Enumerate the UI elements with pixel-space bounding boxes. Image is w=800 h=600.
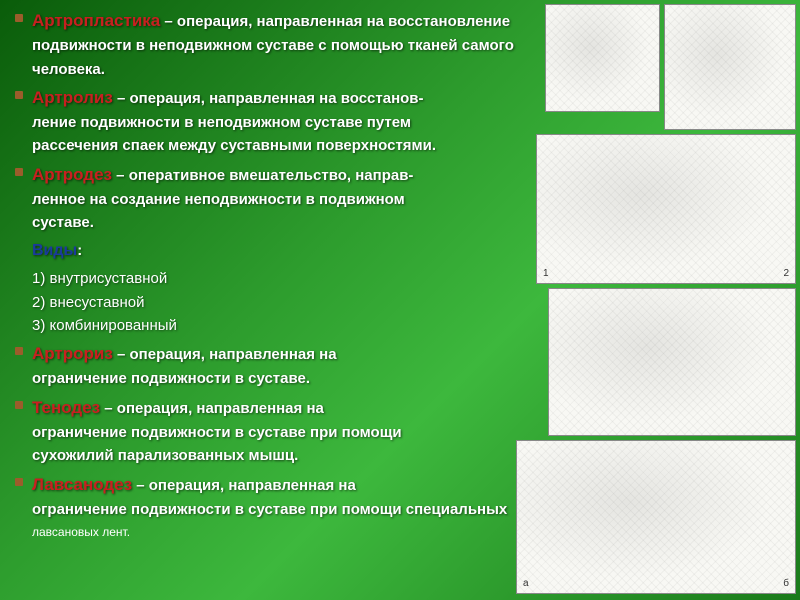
- panel3-label-left: 1: [543, 268, 549, 279]
- term-description: – операция, направленная на: [132, 477, 356, 494]
- bullet-icon: [15, 478, 23, 486]
- panel3-label-right: 2: [783, 268, 789, 279]
- term-description: – оперативное вмешательство, направ-: [112, 167, 413, 184]
- bullet-icon: [15, 14, 23, 22]
- panel5-label-a: а: [523, 578, 529, 589]
- illustration-foot-lateral: [548, 288, 796, 436]
- description-line: рассечения спаек между суставными поверх…: [32, 134, 550, 157]
- term: Артропластика: [32, 11, 160, 30]
- bullet-icon: [15, 401, 23, 409]
- description-line: ограничение подвижности в суставе при по…: [32, 498, 550, 521]
- term: Артрориз: [32, 344, 113, 363]
- term: Лавсанодез: [32, 475, 132, 494]
- illustration-surgical-2: [664, 4, 796, 130]
- description-line: ограничение подвижности в суставе.: [32, 367, 550, 390]
- tail-line: лавсановых лент.: [10, 525, 550, 541]
- definition-entry: Артрориз – операция, направленная на огра…: [10, 341, 550, 391]
- definition-entry: Артролиз – операция, направленная на вос…: [10, 85, 550, 158]
- term: Артродез: [32, 165, 112, 184]
- description-line: ограничение подвижности в суставе при по…: [32, 421, 550, 444]
- description-line: сухожилий парализованных мышц.: [32, 444, 550, 467]
- definition-entry: Тенодез – операция, направленная на огран…: [10, 395, 550, 468]
- term-description: – операция, направленная на: [113, 346, 337, 363]
- term: Артролиз: [32, 88, 113, 107]
- description-line: суставе.: [32, 211, 550, 234]
- description-line: ление подвижности в неподвижном суставе …: [32, 111, 550, 134]
- definition-entry: Артропластика – операция, направленная н…: [10, 8, 550, 81]
- illustration-foot-anterior: а б: [516, 440, 796, 594]
- panel5-label-b: б: [783, 578, 789, 589]
- bullet-icon: [15, 168, 23, 176]
- sub-item: 1) внутрисуставной: [32, 267, 550, 290]
- term-description: – операция, направленная на восстанов-: [113, 90, 424, 107]
- definition-entry: Лавсанодез – операция, направленная на ог…: [10, 472, 550, 522]
- definition-entry: Артродез – оперативное вмешательство, на…: [10, 162, 550, 235]
- illustration-instrument: 1 2: [536, 134, 796, 284]
- illustration-surgical-1: [545, 4, 660, 112]
- bullet-icon: [15, 347, 23, 355]
- term-description: :: [77, 242, 82, 259]
- bullet-icon: [15, 91, 23, 99]
- sub-item: 3) комбинированный: [32, 314, 550, 337]
- definition-entry: Виды:: [10, 239, 550, 264]
- description-line: ленное на создание неподвижности в подви…: [32, 188, 550, 211]
- term: Тенодез: [32, 398, 100, 417]
- term-description: – операция, направленная на: [100, 400, 324, 417]
- term: Виды: [32, 242, 77, 259]
- sub-list: 1) внутрисуставной2) внесуставной3) комб…: [10, 267, 550, 337]
- sub-item: 2) внесуставной: [32, 291, 550, 314]
- definitions-list: Артропластика – операция, направленная н…: [10, 8, 550, 541]
